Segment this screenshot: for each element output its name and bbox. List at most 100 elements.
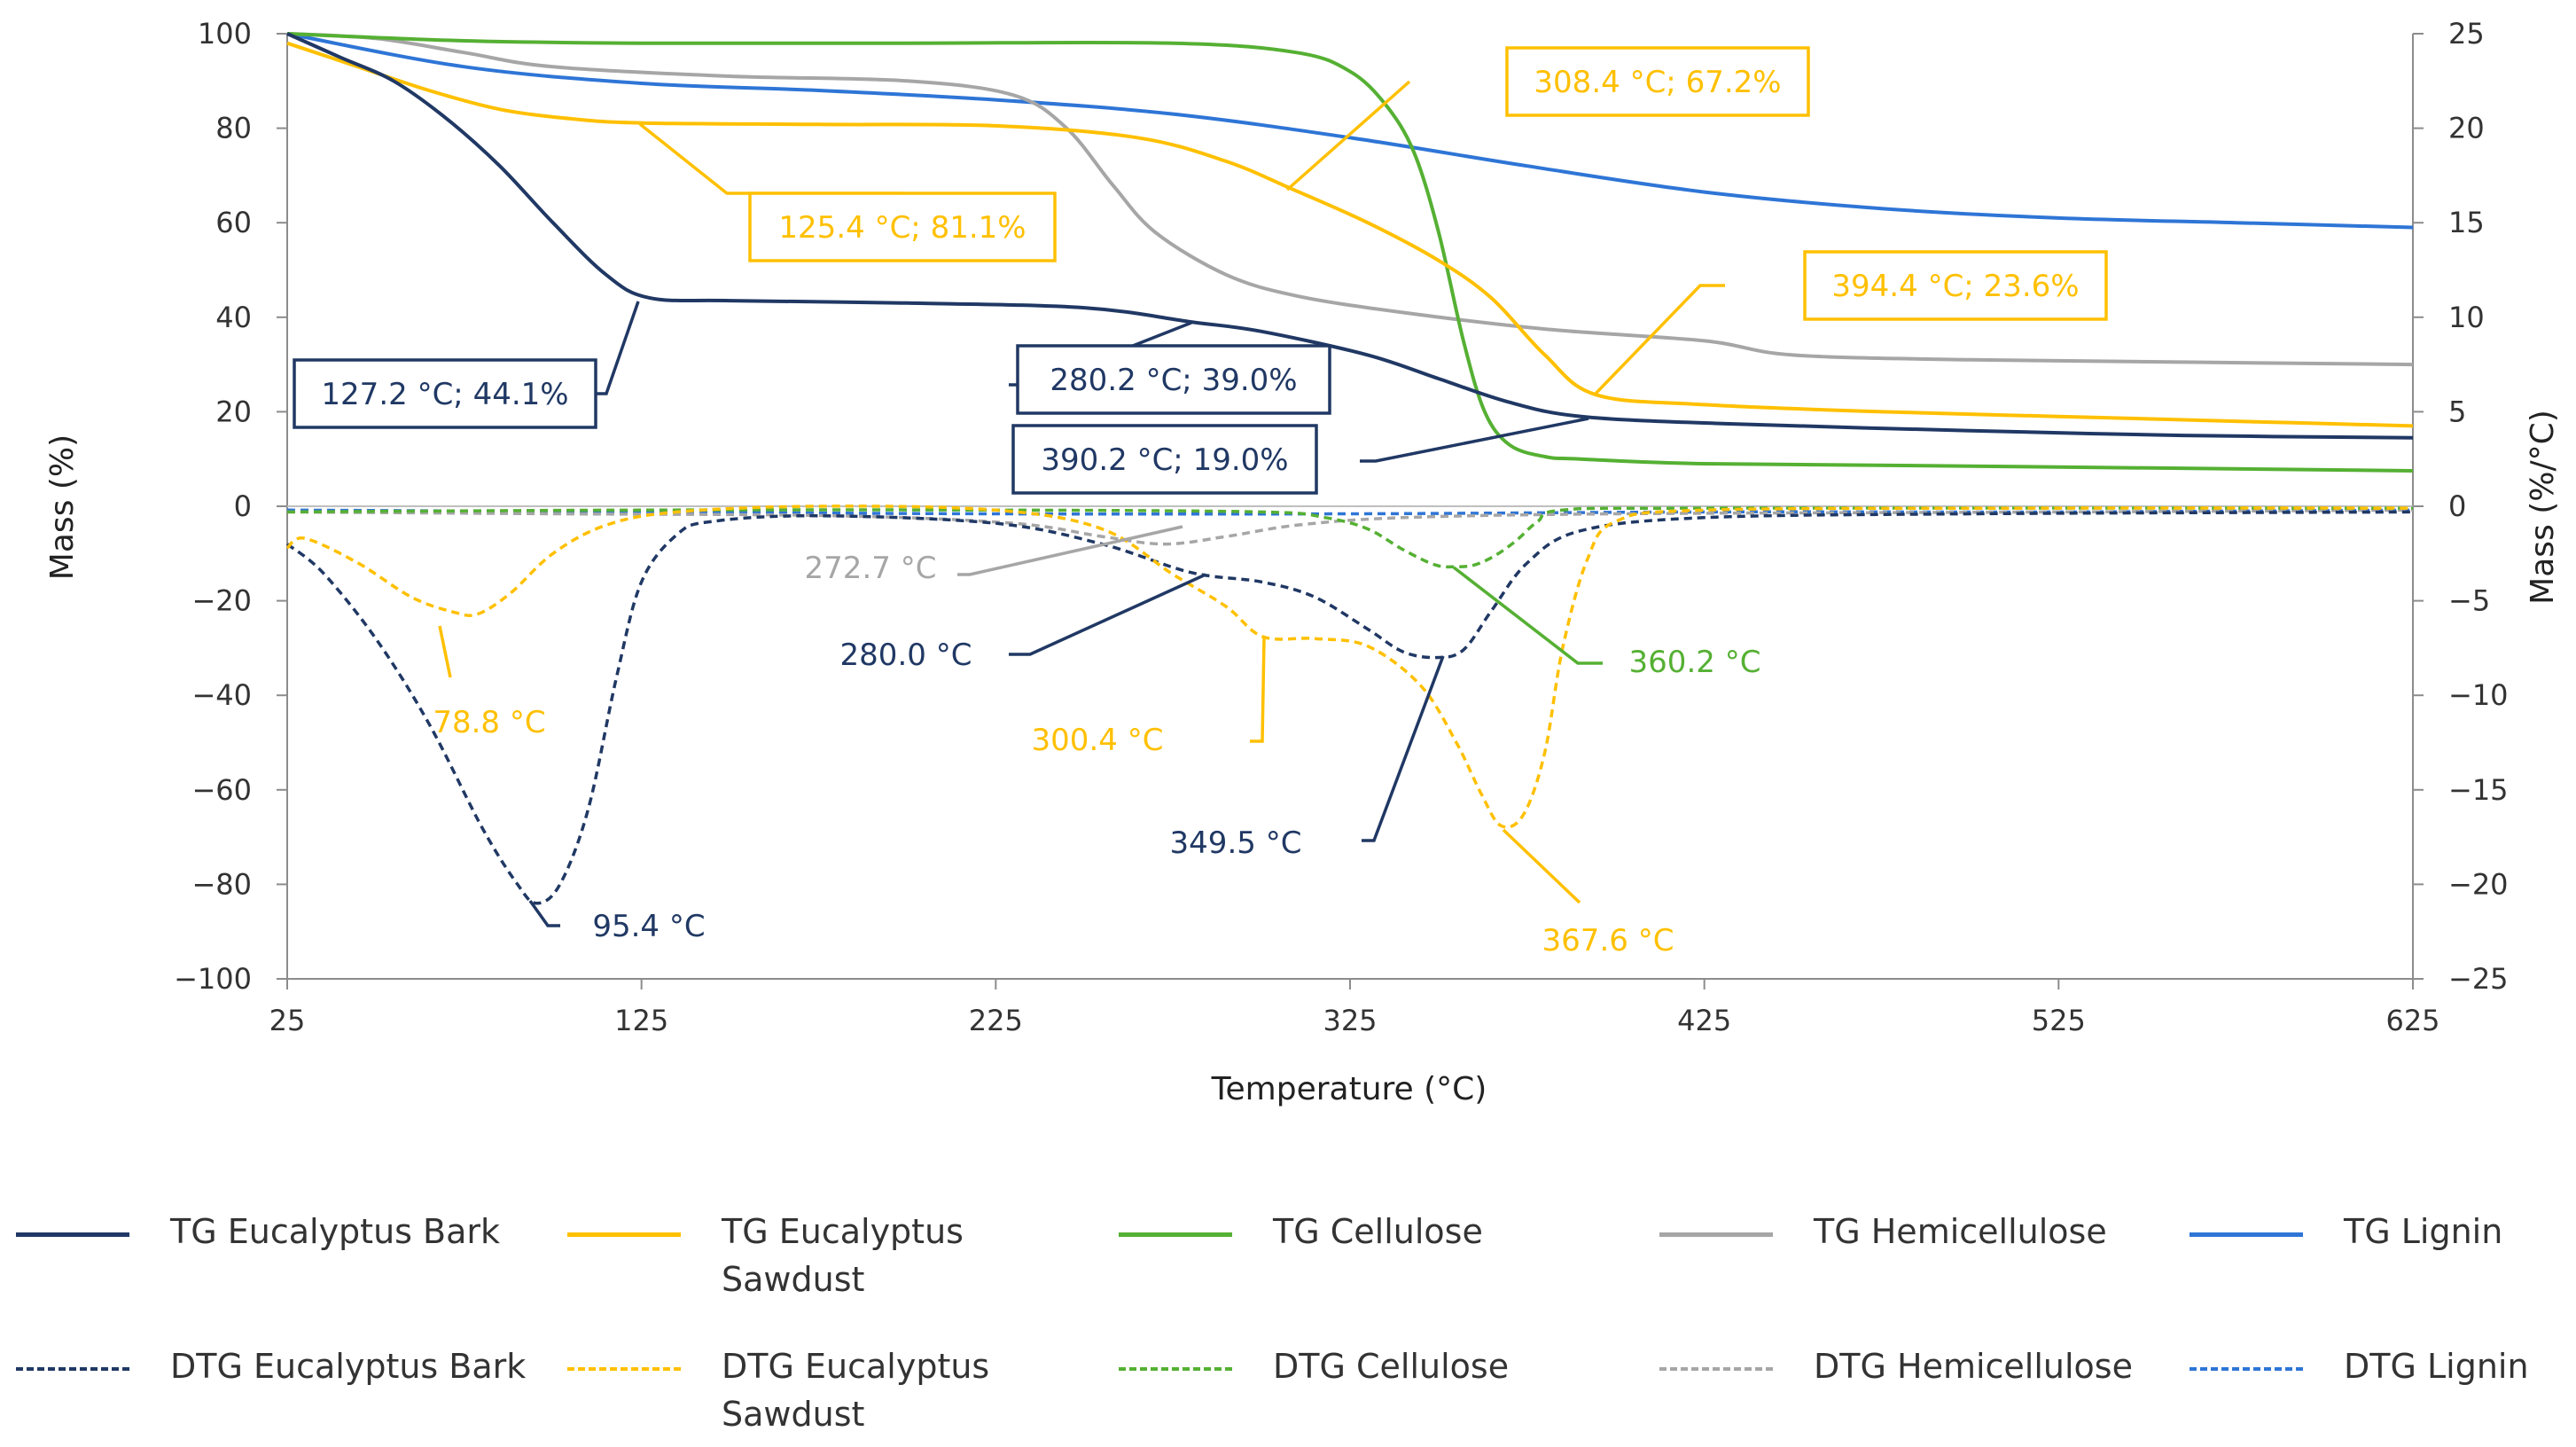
annotation-label: 390.2 °C; 19.0%: [1041, 442, 1288, 478]
y-tick-label: −80: [191, 867, 252, 901]
legend-label: DTG Hemicellulose: [1814, 1347, 2133, 1386]
legend-swatch: [1659, 1367, 1773, 1371]
annotation-leader-line: [528, 899, 560, 927]
x-axis-label: Temperature (°C): [1211, 1071, 1487, 1107]
annotation-leader-line: [1009, 573, 1206, 656]
x-tick-label: 525: [2032, 1004, 2086, 1037]
annotation-leader-line: [1285, 80, 1411, 192]
annotation-box: [1011, 424, 1318, 495]
series-line-tg-eucalyptus-bark: [286, 32, 2414, 440]
series-line-tg-eucalyptus-sawdust: [286, 41, 2414, 428]
legend-label: TG Lignin: [2344, 1212, 2503, 1251]
annotation-leader-line: [957, 525, 1183, 576]
annotation-label: 367.6 °C: [1542, 923, 1674, 958]
legend-swatch: [1119, 1232, 1232, 1237]
legend-swatch: [1119, 1367, 1232, 1371]
annotation-box: [1016, 344, 1331, 415]
series-line-dtg-eucalyptus-bark: [285, 510, 2414, 905]
legend-label: DTG Lignin: [2344, 1347, 2529, 1386]
legend-item: DTG Hemicellulose: [1659, 1342, 2133, 1390]
y-tick-label: −100: [174, 962, 252, 996]
series-line-dtg-hemicellulose: [286, 508, 2414, 546]
annotation-label: 95.4 °C: [592, 909, 705, 944]
x-tick-label: 25: [269, 1004, 306, 1037]
annotation-label: 125.4 °C; 81.1%: [778, 210, 1026, 246]
y2-tick-label: 15: [2448, 206, 2485, 239]
y-tick-label: −40: [191, 678, 252, 712]
legend-label: TG Eucalyptus Bark: [170, 1212, 501, 1251]
y2-tick-label: −10: [2448, 678, 2509, 712]
annotation-label: 127.2 °C; 44.1%: [321, 377, 568, 412]
legend-item: DTG Eucalyptus Bark: [16, 1342, 526, 1390]
series-line-tg-cellulose: [286, 32, 2414, 473]
legend-swatch: [16, 1367, 129, 1371]
annotation-leader-line: [1452, 566, 1603, 665]
annotation-box: [748, 192, 1057, 262]
legend-item: TG Eucalyptus Sawdust: [567, 1208, 964, 1303]
annotation-leader-line: [1502, 828, 1581, 904]
series-line-dtg-eucalyptus-sawdust: [285, 504, 2414, 829]
y-tick-label: 40: [215, 301, 252, 334]
series-line-dtg-cellulose: [286, 506, 2414, 569]
y2-tick-label: 10: [2448, 301, 2485, 334]
legend-label: DTG Cellulose: [1273, 1347, 1510, 1386]
annotation-leader-line: [638, 122, 902, 195]
legend-label: TG Cellulose: [1273, 1212, 1483, 1251]
x-tick-label: 425: [1677, 1004, 1731, 1037]
legend-label: DTG Eucalyptus Sawdust: [722, 1347, 990, 1434]
legend-item: TG Hemicellulose: [1659, 1208, 2107, 1255]
legend-swatch: [2190, 1232, 2303, 1237]
legend-item: DTG Lignin: [2190, 1342, 2529, 1390]
y-tick-label: 60: [215, 206, 252, 239]
legend-swatch: [16, 1232, 129, 1237]
y2-tick-label: −20: [2448, 867, 2509, 901]
legend-swatch: [2190, 1367, 2303, 1371]
legend: TG Eucalyptus Bark TG Eucalyptus Sawdust T…: [0, 1188, 2576, 1447]
annotation-leader-line: [1362, 655, 1445, 842]
legend-item: DTG Cellulose: [1119, 1342, 1509, 1390]
y2-tick-label: 25: [2448, 17, 2485, 51]
annotation-label: 360.2 °C: [1629, 645, 1761, 680]
x-tick-label: 625: [2385, 1004, 2439, 1037]
y-tick-label: −60: [191, 773, 252, 807]
y-tick-label: 0: [234, 489, 252, 523]
legend-label: TG Eucalyptus Sawdust: [722, 1212, 964, 1299]
annotation-label: 280.0 °C: [840, 637, 972, 673]
annotation-box: [1505, 46, 1810, 117]
series-lines: [285, 32, 2414, 905]
legend-swatch: [1659, 1232, 1773, 1237]
x-tick-label: 125: [614, 1004, 668, 1037]
y2-tick-label: −5: [2448, 584, 2490, 618]
annotation-label: 308.4 °C; 67.2%: [1534, 65, 1781, 100]
legend-item: TG Cellulose: [1119, 1208, 1483, 1255]
y2-tick-label: −15: [2448, 773, 2509, 807]
y2-axis-label: Mass (%/°C): [2525, 410, 2561, 605]
annotation-label: 300.4 °C: [1032, 723, 1164, 758]
annotation-leader-line: [1592, 284, 1725, 397]
x-tick-label: 225: [969, 1004, 1023, 1037]
x-tick-label: 325: [1323, 1004, 1377, 1037]
annotation-leader-line: [1360, 417, 1589, 463]
series-line-tg-hemicellulose: [286, 32, 2414, 367]
series-line-tg-lignin: [286, 32, 2414, 230]
legend-item: TG Eucalyptus Bark: [16, 1208, 500, 1255]
y2-tick-label: −25: [2448, 962, 2509, 996]
annotation-label: 272.7 °C: [805, 551, 937, 586]
annotation-box: [293, 358, 597, 429]
y-tick-label: −20: [191, 584, 252, 618]
legend-swatch: [567, 1232, 681, 1237]
annotation-leader-line: [1250, 637, 1266, 743]
y-tick-label: 100: [198, 17, 252, 51]
annotation-label: 394.4 °C; 23.6%: [1831, 269, 2079, 304]
annotation-box: [1803, 250, 2108, 321]
annotation-label: 78.8 °C: [433, 705, 545, 740]
axes: 25 125 225 325 425 525 625100806040200−20−40−6…: [174, 17, 2508, 1037]
legend-swatch: [567, 1367, 681, 1371]
y-axis-label: Mass (%): [44, 434, 81, 580]
y2-tick-label: 5: [2448, 395, 2466, 428]
legend-item: DTG Eucalyptus Sawdust: [567, 1342, 989, 1438]
y2-tick-label: 20: [2448, 112, 2485, 145]
annotation-label: 280.2 °C; 39.0%: [1050, 363, 1297, 398]
y-tick-label: 20: [215, 395, 252, 428]
legend-item: TG Lignin: [2190, 1208, 2502, 1255]
